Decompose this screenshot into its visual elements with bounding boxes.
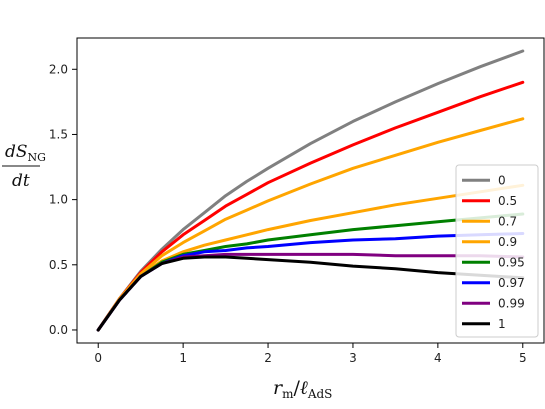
plot-lines (96, 49, 525, 332)
y-tick-label: 0.0 (49, 323, 68, 337)
series-line-7 (96, 255, 525, 332)
x-tick-label: 5 (519, 351, 527, 365)
legend-label: 0.99 (498, 296, 525, 310)
svg-text:rm/ℓAdS: rm/ℓAdS (273, 377, 332, 401)
x-axis: 0 1 2 3 4 5 (94, 343, 527, 365)
x-tick-label: 2 (264, 351, 272, 365)
legend-label: 0.5 (498, 194, 517, 208)
legend-label: 1 (498, 317, 506, 331)
x-tick-label: 4 (434, 351, 442, 365)
x-tick-label: 0 (94, 351, 102, 365)
plot-frame (76, 37, 545, 344)
svg-text:dt: dt (12, 171, 30, 191)
legend-box (455, 164, 539, 338)
x-tick-label: 1 (179, 351, 187, 365)
y-tick-label: 0.5 (49, 258, 68, 272)
y-tick-label: 1.0 (49, 193, 68, 207)
legend-label: 0 (498, 173, 506, 187)
legend-label: 0.9 (498, 235, 517, 249)
legend-label: 0.97 (498, 276, 525, 290)
legend-label: 0.7 (498, 214, 517, 228)
x-axis-label: rm/ℓAdS (273, 377, 332, 401)
y-axis: 0.0 0.5 1.0 1.5 2.0 (49, 62, 77, 337)
x-tick-label: 3 (349, 351, 357, 365)
legend: 0 0.5 0.7 0.9 0.95 0.97 0.99 1 (455, 164, 539, 338)
legend-label: 0.95 (498, 255, 525, 269)
y-tick-label: 2.0 (49, 62, 68, 76)
svg-text:dSNG: dSNG (5, 142, 46, 164)
y-tick-label: 1.5 (49, 127, 68, 141)
y-axis-label: dSNG dt (2, 142, 46, 191)
series-line-1 (96, 80, 525, 332)
series-line-2 (96, 117, 525, 332)
